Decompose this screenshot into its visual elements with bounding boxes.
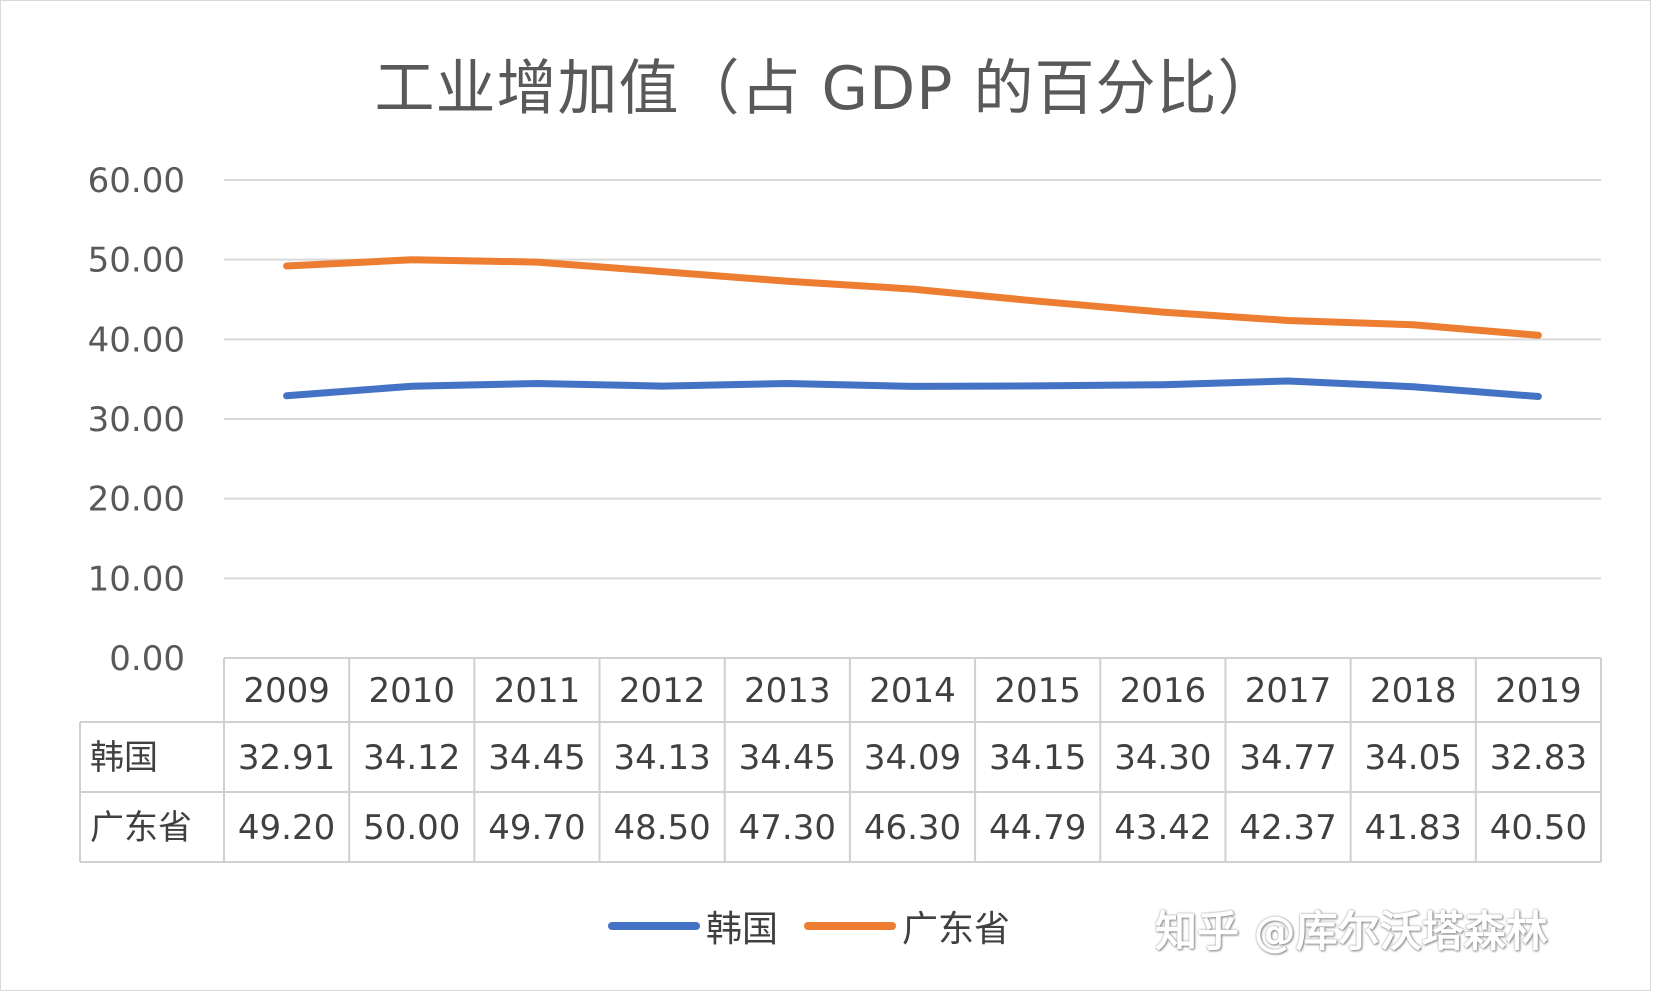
series-line-korea [283, 377, 1542, 400]
data-table-value: 43.42 [1114, 808, 1211, 848]
x-category-label: 2019 [1495, 671, 1582, 711]
legend-label-korea: 韩国 [706, 909, 779, 950]
series-line-guangdong [283, 256, 1542, 339]
data-table-value: 40.50 [1490, 808, 1587, 848]
x-category-label: 2015 [994, 671, 1081, 711]
x-category-label: 2017 [1245, 671, 1332, 711]
data-table-value: 34.12 [363, 738, 460, 778]
x-category-label: 2009 [243, 671, 330, 711]
x-category-label: 2011 [494, 671, 581, 711]
y-tick-label: 0.00 [109, 639, 185, 679]
legend-item-guangdong: 广东省 [804, 900, 1010, 952]
y-tick-label: 10.00 [88, 559, 185, 599]
data-table-value: 32.83 [1490, 738, 1587, 778]
data-table-value: 34.45 [739, 738, 836, 778]
data-table-value: 48.50 [613, 808, 710, 848]
y-tick-label: 40.00 [88, 320, 185, 360]
data-table-value: 34.77 [1239, 738, 1336, 778]
legend-item-korea: 韩国 [608, 900, 778, 952]
x-category-label: 2012 [619, 671, 706, 711]
chart-title: 工业增加值（占 GDP 的百分比） [374, 54, 1279, 124]
data-table-value: 34.15 [989, 738, 1086, 778]
watermark: 知乎 @库尔沃塔森林 [1155, 907, 1548, 956]
data-table-value: 34.09 [864, 738, 961, 778]
data-table-value: 34.45 [488, 738, 585, 778]
data-table-value: 42.37 [1239, 808, 1336, 848]
y-tick-label: 30.00 [88, 400, 185, 440]
data-table-value: 34.13 [613, 738, 710, 778]
x-category-label: 2016 [1120, 671, 1207, 711]
table-row-label: 广东省 [90, 808, 192, 848]
data-table-value: 50.00 [363, 808, 460, 848]
data-table-value: 46.30 [864, 808, 961, 848]
x-category-label: 2014 [869, 671, 956, 711]
x-category-label: 2010 [369, 671, 456, 711]
data-table-value: 32.91 [238, 738, 335, 778]
y-tick-label: 60.00 [88, 161, 185, 201]
data-table-value: 41.83 [1365, 808, 1462, 848]
data-table-value: 49.70 [488, 808, 585, 848]
y-tick-label: 50.00 [88, 241, 185, 281]
x-category-label: 2013 [744, 671, 831, 711]
legend-swatch-korea [608, 922, 700, 930]
data-table-value: 44.79 [989, 808, 1086, 848]
data-table-value: 34.05 [1365, 738, 1462, 778]
table-row-label: 韩国 [90, 738, 158, 778]
legend: 韩国 广东省 [608, 900, 1010, 952]
y-tick-label: 20.00 [88, 480, 185, 520]
data-table-value: 47.30 [739, 808, 836, 848]
legend-label-guangdong: 广东省 [902, 909, 1011, 950]
x-category-label: 2018 [1370, 671, 1457, 711]
data-table-value: 34.30 [1114, 738, 1211, 778]
data-table-value: 49.20 [238, 808, 335, 848]
legend-swatch-guangdong [804, 922, 897, 930]
